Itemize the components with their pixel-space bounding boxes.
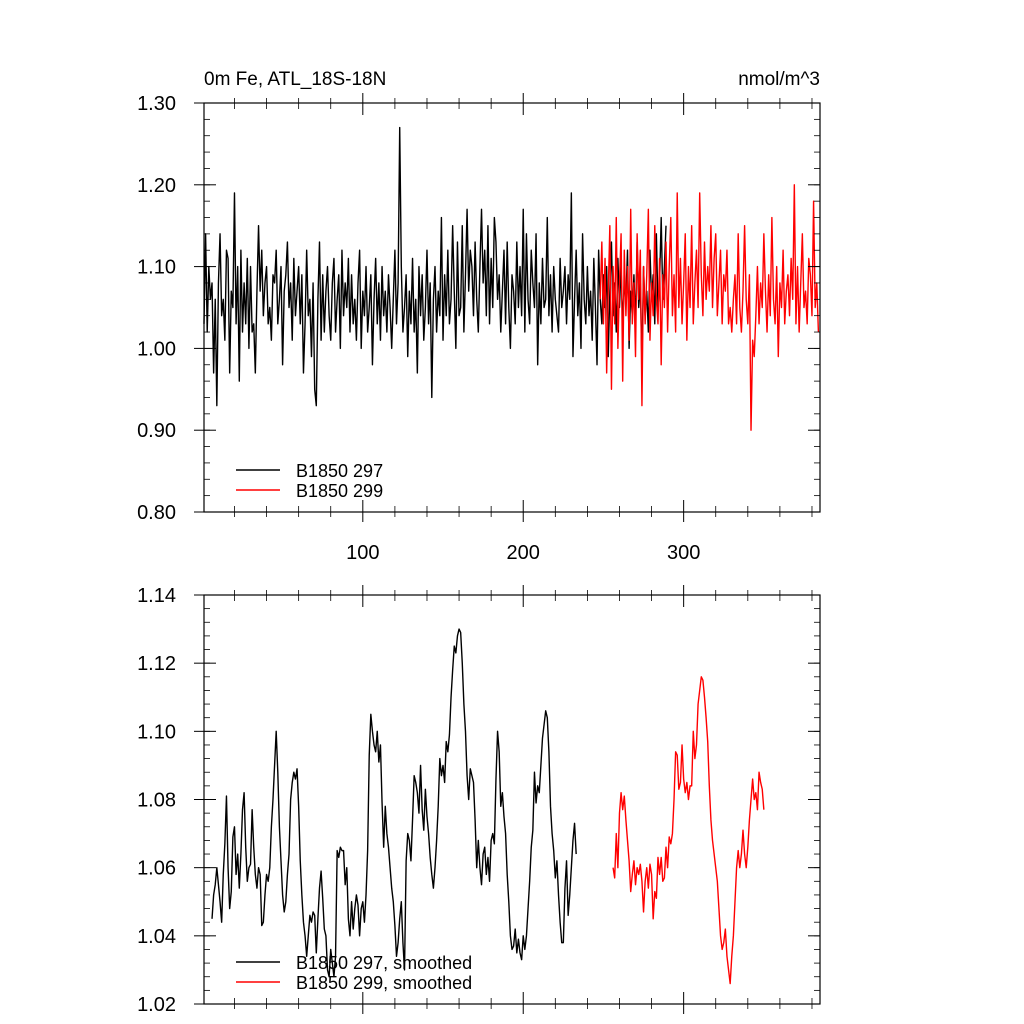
legend-label-b1850-299: B1850 299 (296, 481, 383, 501)
top-xtick-label-0: 100 (346, 542, 379, 564)
bottom-panel: 1.02 1.04 1.06 1.08 1.10 1.12 1.14 B1850 297, … (137, 585, 821, 1016)
top-ytick-label-1: 0.90 (137, 420, 176, 442)
top-chart-title: 0m Fe, ATL_18S-18N (204, 69, 386, 90)
bottom-ytick-label-1: 1.04 (137, 926, 176, 948)
top-ytick-label-0: 0.80 (137, 502, 176, 524)
top-series-group (203, 126, 820, 431)
bottom-ytick-label-2: 1.06 (137, 858, 176, 880)
bottom-ytick-label-4: 1.10 (137, 721, 176, 743)
top-ytick-label-2: 1.00 (137, 338, 176, 360)
top-legend: B1850 297 B1850 299 (236, 461, 383, 501)
legend-label-b1850-297-smoothed: B1850 297, smoothed (296, 953, 472, 973)
legend-label-b1850-297: B1850 297 (296, 461, 383, 481)
bottom-legend: B1850 297, smoothed B1850 299, smoothed (236, 953, 472, 993)
top-xtick-label-1: 200 (507, 542, 540, 564)
top-plot-frame (203, 102, 821, 513)
bottom-series-group (211, 628, 765, 985)
bottom-ytick-label-6: 1.14 (137, 585, 176, 607)
top-series-line-1 (599, 184, 820, 431)
bottom-ytick-label-5: 1.12 (137, 653, 176, 675)
top-xtick-label-2: 300 (667, 542, 700, 564)
top-chart-units: nmol/m^3 (738, 69, 820, 90)
bottom-series-line-0 (211, 628, 577, 978)
bottom-ytick-label-3: 1.08 (137, 790, 176, 812)
top-ticks-group: 0.80 0.90 1.00 1.10 1.20 1.30 100 200 300 (137, 93, 820, 564)
top-panel: 0m Fe, ATL_18S-18N nmol/m^3 0.80 0.90 1.00… (137, 69, 821, 564)
top-ytick-label-4: 1.20 (137, 175, 176, 197)
bottom-ticks-group: 1.02 1.04 1.06 1.08 1.10 1.12 1.14 (137, 585, 820, 1016)
top-ytick-label-3: 1.10 (137, 257, 176, 279)
bottom-series-line-1 (612, 676, 765, 985)
top-series-line-0 (203, 126, 667, 407)
top-ytick-label-5: 1.30 (137, 93, 176, 115)
legend-label-b1850-299-smoothed: B1850 299, smoothed (296, 973, 472, 993)
bottom-ytick-label-0: 1.02 (137, 994, 176, 1016)
bottom-plot-frame (203, 594, 821, 1005)
